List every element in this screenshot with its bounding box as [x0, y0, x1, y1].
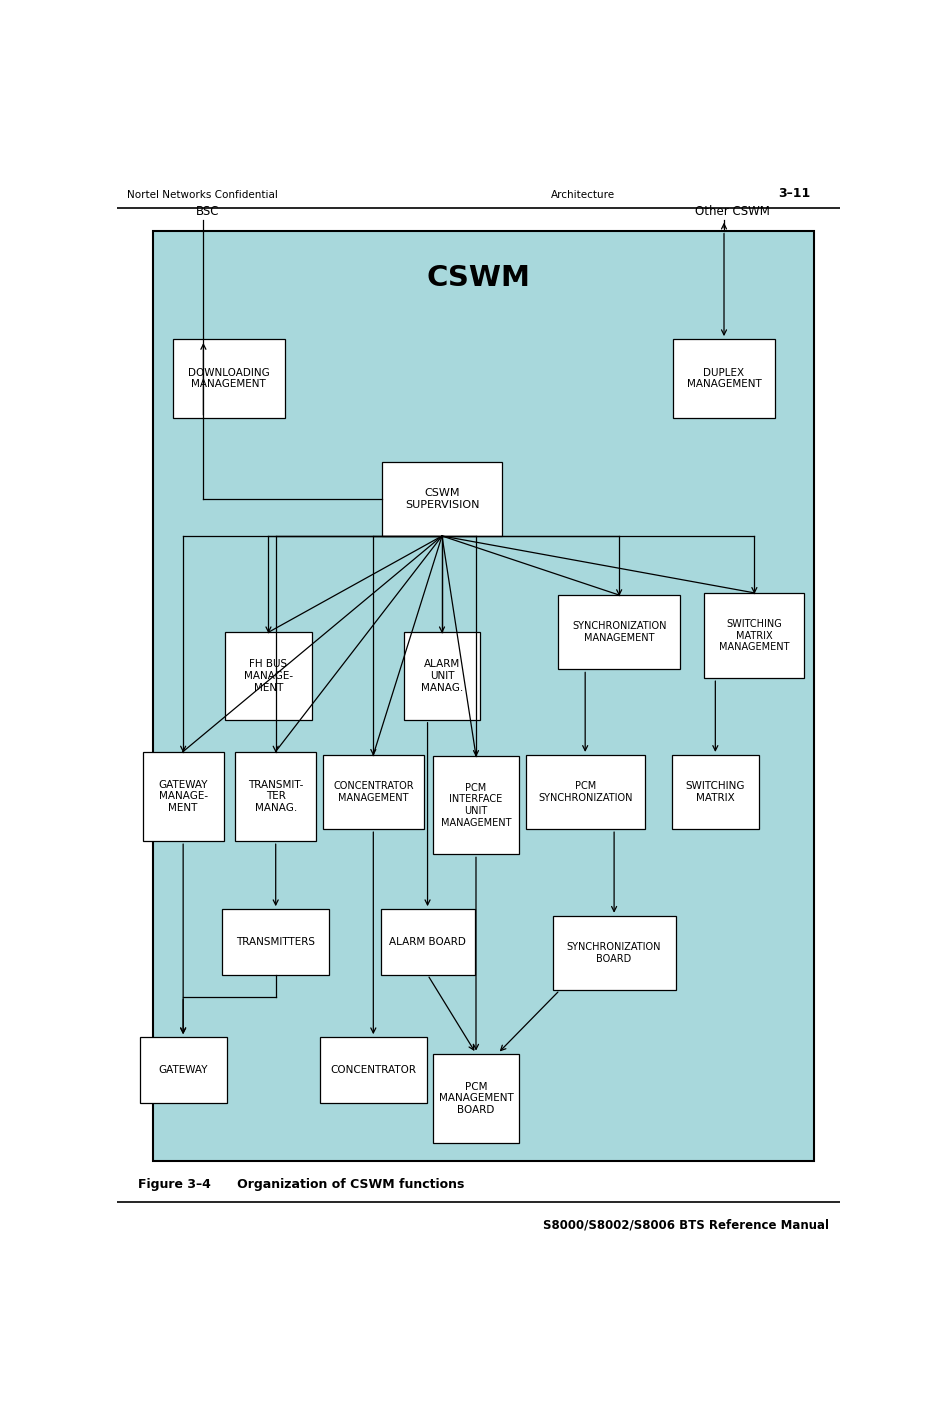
Text: TRANSMITTERS: TRANSMITTERS [236, 936, 315, 946]
Bar [672, 755, 759, 830]
Bar [383, 462, 502, 536]
Text: GATEWAY: GATEWAY [159, 1064, 208, 1074]
Text: SYNCHRONIZATION
BOARD: SYNCHRONIZATION BOARD [567, 942, 661, 963]
Text: CONCENTRATOR: CONCENTRATOR [330, 1064, 416, 1074]
Text: SWITCHING
MATRIX
MANAGEMENT: SWITCHING MATRIX MANAGEMENT [719, 620, 789, 652]
Text: DUPLEX
MANAGEMENT: DUPLEX MANAGEMENT [687, 368, 761, 389]
Text: GATEWAY
MANAGE-
MENT: GATEWAY MANAGE- MENT [159, 780, 208, 813]
Text: CONCENTRATOR
MANAGEMENT: CONCENTRATOR MANAGEMENT [333, 782, 413, 803]
Bar [552, 915, 675, 990]
Text: PCM
MANAGEMENT
BOARD: PCM MANAGEMENT BOARD [439, 1081, 513, 1115]
Bar [320, 1037, 426, 1103]
Bar [323, 755, 424, 830]
Bar [143, 752, 224, 841]
Bar [140, 1037, 227, 1103]
Text: FH BUS
MANAGE-
MENT: FH BUS MANAGE- MENT [244, 659, 293, 692]
Text: SYNCHRONIZATION
MANAGEMENT: SYNCHRONIZATION MANAGEMENT [572, 621, 666, 644]
Text: 3–11: 3–11 [778, 188, 811, 200]
Text: PCM
INTERFACE
UNIT
MANAGEMENT: PCM INTERFACE UNIT MANAGEMENT [440, 783, 511, 827]
Text: SWITCHING
MATRIX: SWITCHING MATRIX [686, 782, 745, 803]
Bar [559, 595, 680, 669]
Text: Nortel Networks Confidential: Nortel Networks Confidential [128, 190, 278, 200]
Bar [433, 1053, 519, 1144]
Bar [404, 632, 480, 720]
Text: S8000/S8002/S8006 BTS Reference Manual: S8000/S8002/S8006 BTS Reference Manual [543, 1219, 829, 1232]
Bar [222, 909, 329, 975]
Text: DOWNLOADING
MANAGEMENT: DOWNLOADING MANAGEMENT [188, 368, 270, 389]
Bar [235, 752, 316, 841]
Text: PCM
SYNCHRONIZATION: PCM SYNCHRONIZATION [538, 782, 633, 803]
Bar [173, 340, 285, 418]
Text: BSC: BSC [196, 205, 219, 217]
Bar [433, 756, 519, 854]
Bar [225, 632, 312, 720]
Text: CSWM
SUPERVISION: CSWM SUPERVISION [405, 487, 480, 510]
Text: CSWM: CSWM [426, 264, 530, 291]
Bar [153, 230, 815, 1161]
Text: ALARM
UNIT
MANAG.: ALARM UNIT MANAG. [421, 659, 463, 692]
Text: TRANSMIT-
TER
MANAG.: TRANSMIT- TER MANAG. [248, 780, 303, 813]
Text: Figure 3–4      Organization of CSWM functions: Figure 3–4 Organization of CSWM function… [138, 1178, 465, 1191]
Text: Architecture: Architecture [550, 190, 615, 200]
Text: ALARM BOARD: ALARM BOARD [389, 936, 466, 946]
Bar [704, 593, 804, 678]
Text: Other CSWM: Other CSWM [695, 205, 770, 217]
Bar [674, 340, 774, 418]
Bar [381, 909, 475, 975]
Bar [525, 755, 645, 830]
